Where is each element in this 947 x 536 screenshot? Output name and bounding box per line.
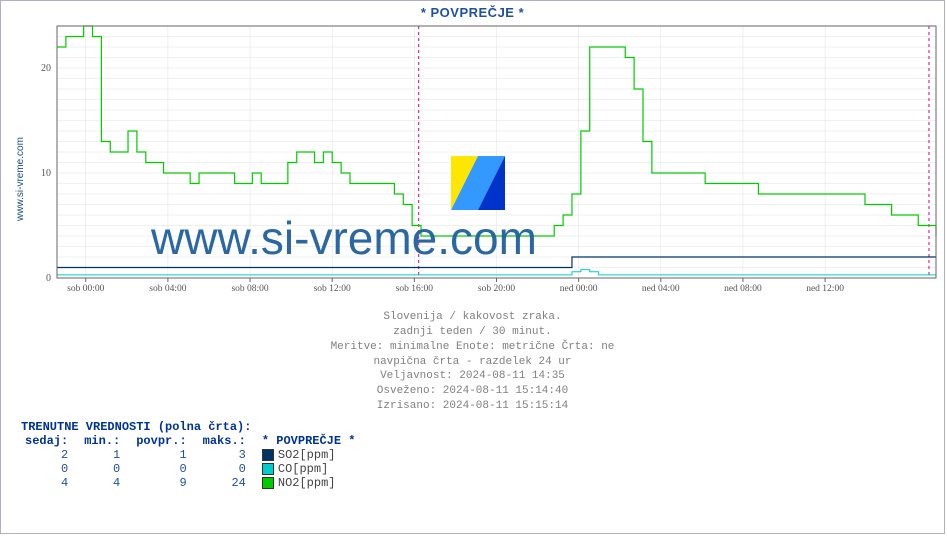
chart-title: * POVPREČJE * <box>1 1 944 20</box>
legend-header-row: sedaj: min.: povpr.: maks.: * POVPREČJE … <box>21 434 368 448</box>
svg-text:sob 04:00: sob 04:00 <box>149 284 186 294</box>
svg-text:20: 20 <box>41 63 51 74</box>
footer-line: zadnji teden / 30 minut. <box>1 325 944 340</box>
svg-text:sob 08:00: sob 08:00 <box>231 284 268 294</box>
svg-text:ned 08:00: ned 08:00 <box>724 284 762 294</box>
legend-row: 2113SO2[ppm] <box>21 448 368 462</box>
footer-line: Meritve: minimalne Enote: metrične Črta:… <box>1 340 944 355</box>
svg-text:10: 10 <box>41 168 51 179</box>
svg-text:sob 20:00: sob 20:00 <box>478 284 515 294</box>
svg-text:ned 00:00: ned 00:00 <box>560 284 598 294</box>
col-min: min.: <box>80 434 132 448</box>
footer-line: Izrisano: 2024-08-11 15:15:14 <box>1 399 944 414</box>
watermark-text: www.si-vreme.com <box>151 211 537 265</box>
svg-text:sob 12:00: sob 12:00 <box>314 284 351 294</box>
footer-line: Osveženo: 2024-08-11 15:14:40 <box>1 384 944 399</box>
footer-line: navpična črta - razdelek 24 ur <box>1 355 944 370</box>
chart-footer: Slovenija / kakovost zraka. zadnji teden… <box>1 310 944 414</box>
legend-header: TRENUTNE VREDNOSTI (polna črta): <box>21 420 251 434</box>
svg-text:sob 00:00: sob 00:00 <box>67 284 104 294</box>
svg-text:ned 04:00: ned 04:00 <box>642 284 680 294</box>
legend-table: sedaj: min.: povpr.: maks.: * POVPREČJE … <box>21 434 368 490</box>
col-povpr: povpr.: <box>132 434 198 448</box>
legend-row: 44924NO2[ppm] <box>21 476 368 490</box>
footer-line: Veljavnost: 2024-08-11 14:35 <box>1 369 944 384</box>
col-series: * POVPREČJE * <box>258 434 368 448</box>
legend: TRENUTNE VREDNOSTI (polna črta): sedaj: … <box>21 420 944 490</box>
watermark-logo <box>451 156 505 213</box>
svg-text:0: 0 <box>46 273 51 284</box>
site-link-vertical[interactable]: www.si-vreme.com <box>15 137 26 221</box>
chart-panel: www.si-vreme.com * POVPREČJE * 0 10 20 sob … <box>0 0 945 534</box>
col-maks: maks.: <box>199 434 258 448</box>
svg-text:sob 16:00: sob 16:00 <box>396 284 433 294</box>
legend-row: 0000CO[ppm] <box>21 462 368 476</box>
footer-line: Slovenija / kakovost zraka. <box>1 310 944 325</box>
svg-text:ned 12:00: ned 12:00 <box>806 284 844 294</box>
col-sedaj: sedaj: <box>21 434 80 448</box>
